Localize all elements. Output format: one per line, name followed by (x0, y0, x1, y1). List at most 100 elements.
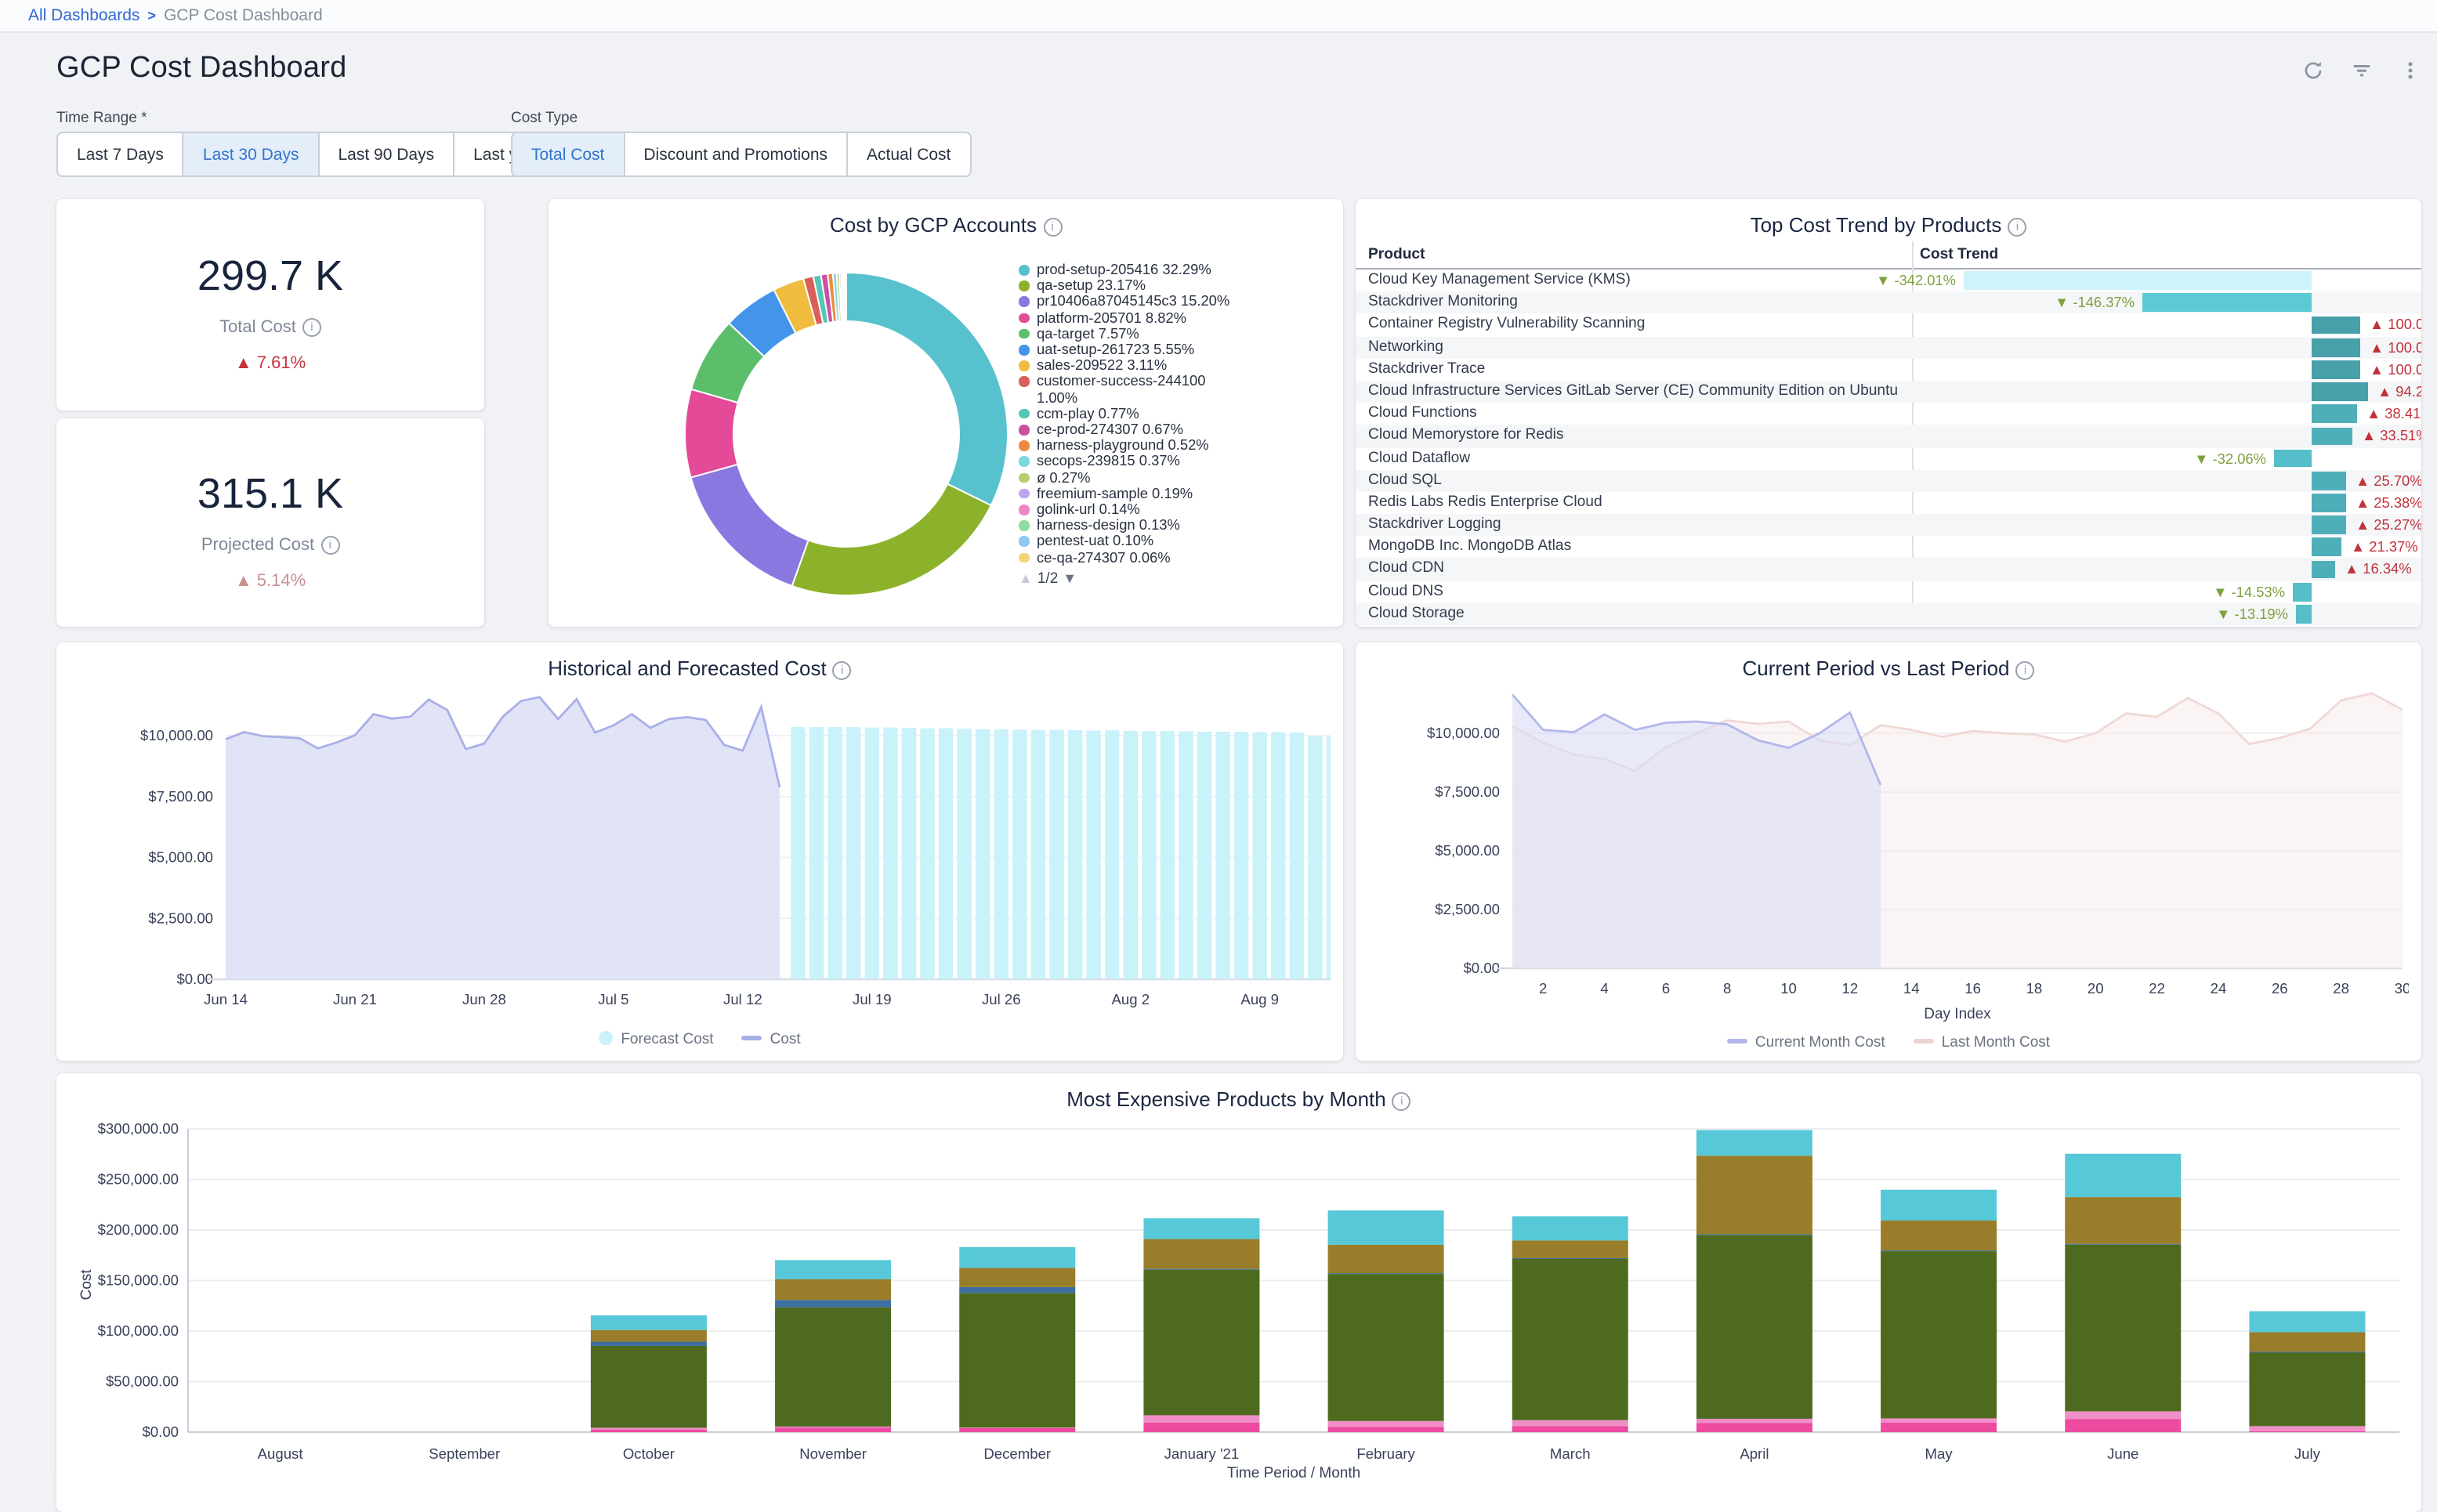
cost-type-option-actual-cost[interactable]: Actual Cost (846, 132, 971, 177)
stack-segment-series-green[interactable] (959, 1293, 1075, 1428)
stack-segment-series-magenta[interactable] (591, 1430, 707, 1432)
legend-item[interactable]: Forecast Cost (599, 1031, 713, 1048)
donut-slice-platform-205701[interactable] (685, 389, 738, 478)
stack-segment-series-cyan[interactable] (2065, 1154, 2181, 1197)
info-icon[interactable]: i (2016, 661, 2035, 680)
kebab-menu-icon[interactable] (2399, 60, 2421, 81)
table-row[interactable]: Cloud CDN▲ 16.34% (1356, 559, 2421, 581)
table-row[interactable]: Cloud Functions▲ 38.41% (1356, 403, 2421, 425)
monthly-stacked-bar-chart[interactable]: $0.00$50,000.00$100,000.00$150,000.00$20… (69, 1112, 2409, 1507)
table-row[interactable]: Cloud Dataflow▼ -32.06% (1356, 447, 2421, 469)
table-row[interactable]: Cloud Infrastructure Services GitLab Ser… (1356, 381, 2421, 403)
stack-segment-series-blue[interactable] (591, 1342, 707, 1346)
info-icon[interactable]: i (2008, 218, 2026, 237)
stack-segment-series-pink[interactable] (2065, 1411, 2181, 1419)
time-range-option-last-30-days[interactable]: Last 30 Days (183, 132, 320, 177)
refresh-icon[interactable] (2302, 60, 2324, 81)
stack-segment-series-olive[interactable] (2249, 1332, 2365, 1351)
stack-segment-series-cyan[interactable] (1143, 1218, 1259, 1239)
stack-segment-series-green[interactable] (775, 1308, 891, 1427)
table-row[interactable]: Stackdriver Logging▲ 25.27% (1356, 514, 2421, 536)
donut-slice-qa-setup[interactable] (792, 484, 991, 595)
stack-segment-series-cyan[interactable] (2249, 1311, 2365, 1333)
cost-type-option-discount-and-promotions[interactable]: Discount and Promotions (623, 132, 848, 177)
stack-segment-series-magenta[interactable] (2065, 1419, 2181, 1432)
stack-segment-series-olive[interactable] (1512, 1240, 1628, 1258)
stack-segment-series-olive[interactable] (959, 1268, 1075, 1287)
page-down-icon[interactable]: ▼ (1063, 571, 1077, 587)
stack-segment-series-magenta[interactable] (775, 1427, 891, 1432)
stack-segment-series-blue[interactable] (775, 1300, 891, 1307)
donut-slice-pr10406a87045145c3[interactable] (691, 465, 809, 586)
stack-segment-series-blue[interactable] (2249, 1351, 2365, 1352)
stack-segment-series-olive[interactable] (1143, 1239, 1259, 1269)
gcp-accounts-donut-chart[interactable] (674, 262, 1019, 606)
historical-forecast-chart[interactable]: $0.00$2,500.00$5,000.00$7,500.00$10,000.… (69, 686, 1331, 1028)
stack-segment-series-pink[interactable] (1143, 1415, 1259, 1422)
stack-segment-series-olive[interactable] (1696, 1156, 1812, 1234)
stack-segment-series-green[interactable] (1328, 1274, 1444, 1421)
filter-icon[interactable] (2351, 60, 2373, 81)
stack-segment-series-green[interactable] (1512, 1259, 1628, 1420)
stack-segment-series-magenta[interactable] (1881, 1423, 1997, 1432)
legend-item[interactable]: Current Month Cost (1727, 1034, 1885, 1051)
table-row[interactable]: Networking▲ 100.00% (1356, 336, 2421, 358)
stack-segment-series-magenta[interactable] (1696, 1423, 1812, 1432)
stack-segment-series-green[interactable] (591, 1346, 707, 1427)
table-row[interactable]: Stackdriver Monitoring▼ -146.37% (1356, 291, 2421, 313)
stack-segment-series-pink[interactable] (1512, 1420, 1628, 1426)
stack-segment-series-pink[interactable] (2249, 1426, 2365, 1431)
stack-segment-series-olive[interactable] (591, 1330, 707, 1342)
stack-segment-series-blue[interactable] (959, 1287, 1075, 1293)
stack-segment-series-olive[interactable] (2065, 1197, 2181, 1244)
table-row[interactable]: Container Registry Vulnerability Scannin… (1356, 314, 2421, 336)
stack-segment-series-cyan[interactable] (591, 1315, 707, 1330)
stack-segment-series-green[interactable] (1143, 1270, 1259, 1416)
legend-item[interactable]: Last Month Cost (1914, 1034, 2050, 1051)
table-row[interactable]: Stackdriver Trace▲ 100.00% (1356, 359, 2421, 381)
stack-segment-series-pink[interactable] (1696, 1419, 1812, 1423)
stack-segment-series-green[interactable] (2249, 1352, 2365, 1426)
column-header-product[interactable]: Product (1368, 241, 1425, 268)
stack-segment-series-cyan[interactable] (1696, 1130, 1812, 1156)
stack-segment-series-cyan[interactable] (1328, 1210, 1444, 1245)
stack-segment-series-pink[interactable] (1328, 1421, 1444, 1427)
stack-segment-series-blue[interactable] (1328, 1273, 1444, 1274)
stack-segment-series-cyan[interactable] (775, 1260, 891, 1279)
info-icon[interactable]: i (302, 318, 321, 337)
stack-segment-series-cyan[interactable] (1512, 1216, 1628, 1240)
time-range-option-last-90-days[interactable]: Last 90 Days (318, 132, 455, 177)
breadcrumb-all-dashboards-link[interactable]: All Dashboards (28, 6, 139, 25)
stack-segment-series-green[interactable] (1696, 1235, 1812, 1419)
table-row[interactable]: Cloud DNS▼ -14.53% (1356, 581, 2421, 602)
stack-segment-series-green[interactable] (1881, 1251, 1997, 1418)
stack-segment-series-pink[interactable] (959, 1427, 1075, 1428)
donut-slice-prod-setup-205416[interactable] (846, 273, 1008, 505)
stack-segment-series-olive[interactable] (1328, 1245, 1444, 1273)
stack-segment-series-cyan[interactable] (959, 1247, 1075, 1268)
stack-segment-series-cyan[interactable] (1881, 1190, 1997, 1221)
stack-segment-series-magenta[interactable] (959, 1428, 1075, 1432)
stack-segment-series-magenta[interactable] (1143, 1423, 1259, 1432)
info-icon[interactable]: i (1392, 1092, 1411, 1111)
info-icon[interactable]: i (320, 536, 339, 555)
stack-segment-series-olive[interactable] (1881, 1221, 1997, 1250)
stack-segment-series-green[interactable] (2065, 1245, 2181, 1412)
table-row[interactable]: Cloud Key Management Service (KMS)▼ -342… (1356, 269, 2421, 291)
time-range-option-last-7-days[interactable]: Last 7 Days (56, 132, 184, 177)
stack-segment-series-blue[interactable] (1696, 1234, 1812, 1235)
table-row[interactable]: Cloud SQL▲ 25.70% (1356, 469, 2421, 491)
stack-segment-series-olive[interactable] (775, 1279, 891, 1300)
stack-segment-series-magenta[interactable] (2249, 1431, 2365, 1432)
stack-segment-series-magenta[interactable] (1512, 1426, 1628, 1432)
info-icon[interactable]: i (833, 661, 852, 680)
donut-slice-ce-qa-274307[interactable] (845, 273, 846, 321)
stack-segment-series-pink[interactable] (591, 1427, 707, 1429)
column-header-cost-trend[interactable]: Cost Trend (1920, 241, 1998, 268)
stack-segment-series-blue[interactable] (1881, 1250, 1997, 1251)
table-row[interactable]: Cloud Storage▼ -13.19% (1356, 603, 2421, 625)
stack-segment-series-blue[interactable] (1143, 1269, 1259, 1270)
period-comparison-chart[interactable]: $0.00$2,500.00$5,000.00$7,500.00$10,000.… (1368, 686, 2409, 1031)
info-icon[interactable]: i (1043, 218, 1062, 237)
cost-type-option-total-cost[interactable]: Total Cost (511, 132, 625, 177)
